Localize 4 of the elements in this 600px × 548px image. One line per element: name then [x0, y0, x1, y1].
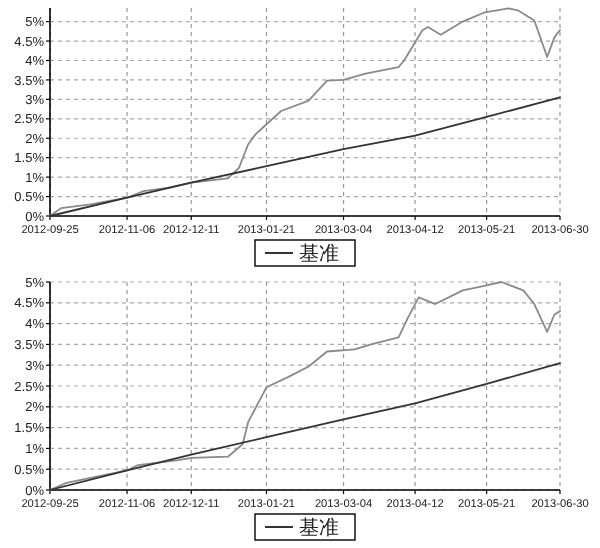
- line-series: [49, 281, 561, 491]
- legend-label: 基准: [299, 516, 339, 540]
- line-series: [49, 7, 561, 217]
- legend-label: 基准: [299, 242, 339, 266]
